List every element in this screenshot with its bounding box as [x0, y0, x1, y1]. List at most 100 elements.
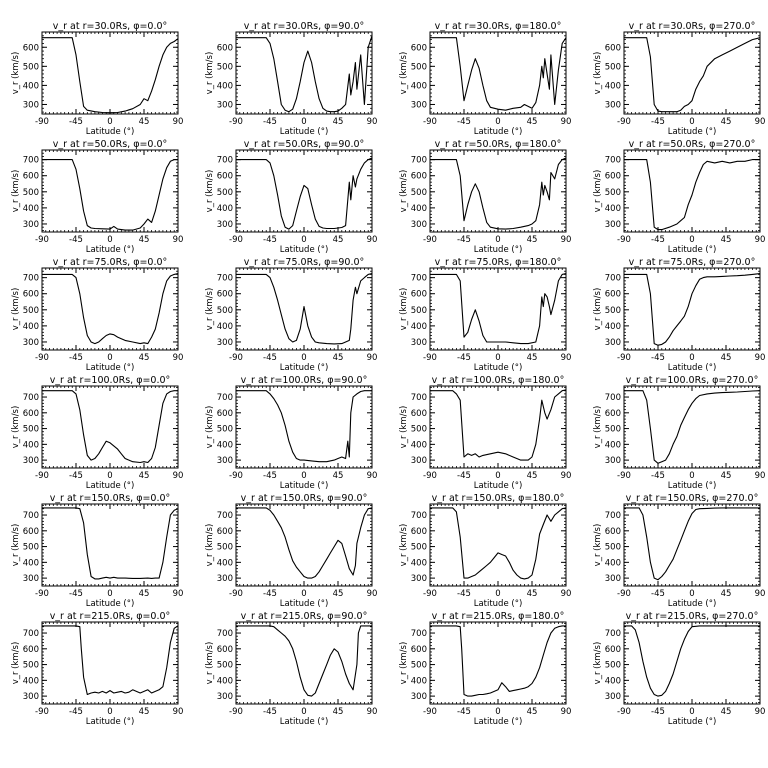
- data-line: [624, 159, 760, 231]
- y-tick-label: 600: [605, 527, 621, 537]
- x-tick-label: 45: [527, 117, 538, 127]
- x-tick-label: 90: [367, 471, 378, 481]
- y-axis-label: v_r (km/s): [593, 642, 603, 685]
- panel-title: v_r at r=150.0Rs, φ=180.0°: [432, 493, 565, 504]
- plot-frame: [41, 621, 179, 705]
- chart-panel: v_r at r=100.0Rs, φ=0.0° -90 -45 0 45 90 300 40…: [11, 375, 183, 491]
- y-tick-label: 400: [23, 440, 39, 450]
- x-axis-label: Latitude (°): [86, 481, 135, 491]
- panel-title: v_r at r=150.0Rs, φ=90.0°: [241, 493, 368, 504]
- x-axis-label: Latitude (°): [86, 363, 135, 373]
- x-tick-label: 90: [173, 471, 184, 481]
- y-tick-label: 300: [23, 220, 39, 230]
- y-tick-label: 300: [217, 220, 233, 230]
- panel-title: v_r at r=75.0Rs, φ=180.0°: [435, 257, 562, 268]
- x-axis-label: Latitude (°): [280, 245, 329, 255]
- panel-title: v_r at r=100.0Rs, φ=180.0°: [432, 375, 565, 386]
- x-tick-label: 0: [495, 589, 500, 599]
- y-tick-label: 700: [605, 274, 621, 284]
- x-axis-label: Latitude (°): [474, 245, 523, 255]
- y-tick-label: 400: [23, 81, 39, 91]
- y-tick-label: 500: [217, 425, 233, 435]
- y-tick-label: 300: [217, 456, 233, 466]
- x-tick-label: 0: [107, 117, 112, 127]
- data-line: [42, 507, 179, 580]
- y-tick-label: 600: [23, 645, 39, 655]
- y-tick-label: 400: [411, 440, 427, 450]
- y-tick-label: 700: [217, 393, 233, 403]
- x-tick-label: -90: [229, 471, 243, 481]
- x-tick-label: 45: [139, 353, 150, 363]
- y-axis-label: v_r (km/s): [205, 406, 215, 449]
- data-line: [430, 37, 567, 111]
- y-tick-label: 500: [217, 188, 233, 198]
- chart-panel: v_r at r=75.0Rs, φ=90.0° -90 -45 0 45 90 300 40…: [205, 257, 377, 373]
- x-axis-label: Latitude (°): [474, 481, 523, 491]
- y-tick-label: 700: [217, 274, 233, 284]
- y-axis-label: v_r (km/s): [11, 642, 21, 685]
- y-tick-label: 600: [217, 290, 233, 300]
- x-tick-label: 45: [333, 235, 344, 245]
- x-tick-label: 0: [301, 471, 306, 481]
- y-tick-label: 500: [605, 543, 621, 553]
- x-tick-label: -90: [35, 589, 49, 599]
- x-axis-label: Latitude (°): [668, 717, 717, 727]
- y-tick-label: 600: [605, 409, 621, 419]
- y-tick-label: 400: [23, 558, 39, 568]
- x-axis-label: Latitude (°): [86, 599, 135, 609]
- plot-frame: [623, 267, 761, 351]
- x-axis-label: Latitude (°): [86, 127, 135, 137]
- x-tick-label: 45: [333, 471, 344, 481]
- y-tick-label: 400: [411, 81, 427, 91]
- x-tick-label: 45: [527, 353, 538, 363]
- panel-title: v_r at r=215.0Rs, φ=0.0°: [50, 611, 171, 622]
- y-tick-label: 600: [605, 290, 621, 300]
- x-tick-label: 90: [755, 707, 766, 717]
- data-line: [236, 390, 372, 463]
- x-tick-label: 90: [367, 353, 378, 363]
- y-tick-label: 500: [217, 62, 233, 72]
- plot-frame: [623, 385, 761, 469]
- x-tick-label: 45: [527, 707, 538, 717]
- x-tick-label: -45: [263, 353, 277, 363]
- x-tick-label: 0: [107, 353, 112, 363]
- y-tick-label: 500: [23, 62, 39, 72]
- chart-panel: v_r at r=215.0Rs, φ=270.0° -90 -45 0 45 90 300…: [593, 611, 765, 727]
- x-tick-label: 90: [755, 471, 766, 481]
- x-tick-label: 0: [689, 707, 694, 717]
- chart-panel: v_r at r=215.0Rs, φ=90.0° -90 -45 0 45 90 300 4…: [205, 611, 377, 727]
- x-tick-label: 0: [689, 117, 694, 127]
- x-tick-label: 0: [301, 707, 306, 717]
- y-tick-label: 300: [23, 456, 39, 466]
- y-tick-label: 700: [23, 393, 39, 403]
- chart-panel: v_r at r=50.0Rs, φ=270.0° -90 -45 0 45 90 300 4…: [593, 139, 765, 255]
- x-tick-label: -45: [69, 117, 83, 127]
- y-tick-label: 700: [605, 156, 621, 166]
- y-tick-label: 700: [217, 629, 233, 639]
- chart-panel: v_r at r=50.0Rs, φ=180.0° -90 -45 0 45 90 300 4…: [399, 139, 571, 255]
- y-tick-label: 600: [23, 43, 39, 53]
- y-tick-label: 400: [411, 322, 427, 332]
- chart-panel: v_r at r=75.0Rs, φ=180.0° -90 -45 0 45 90 300 4…: [399, 257, 571, 373]
- data-line: [42, 159, 178, 231]
- x-tick-label: 45: [333, 589, 344, 599]
- data-line: [236, 273, 373, 345]
- y-tick-label: 300: [411, 338, 427, 348]
- panel-title: v_r at r=30.0Rs, φ=0.0°: [53, 21, 168, 32]
- chart-panel: v_r at r=50.0Rs, φ=0.0° -90 -45 0 45 90 300 400…: [11, 139, 183, 255]
- y-tick-label: 300: [411, 456, 427, 466]
- x-axis-label: Latitude (°): [668, 127, 717, 137]
- x-tick-label: -90: [35, 353, 49, 363]
- x-tick-label: 0: [495, 707, 500, 717]
- x-tick-label: -90: [35, 117, 49, 127]
- plot-frame: [41, 267, 179, 351]
- x-tick-label: 90: [755, 589, 766, 599]
- y-tick-label: 300: [23, 574, 39, 584]
- x-tick-label: 0: [107, 235, 112, 245]
- x-axis-label: Latitude (°): [86, 245, 135, 255]
- chart-panel: v_r at r=75.0Rs, φ=270.0° -90 -45 0 45 90 300 4…: [593, 257, 765, 373]
- x-tick-label: 90: [755, 235, 766, 245]
- y-tick-label: 600: [23, 290, 39, 300]
- x-tick-label: 45: [721, 117, 732, 127]
